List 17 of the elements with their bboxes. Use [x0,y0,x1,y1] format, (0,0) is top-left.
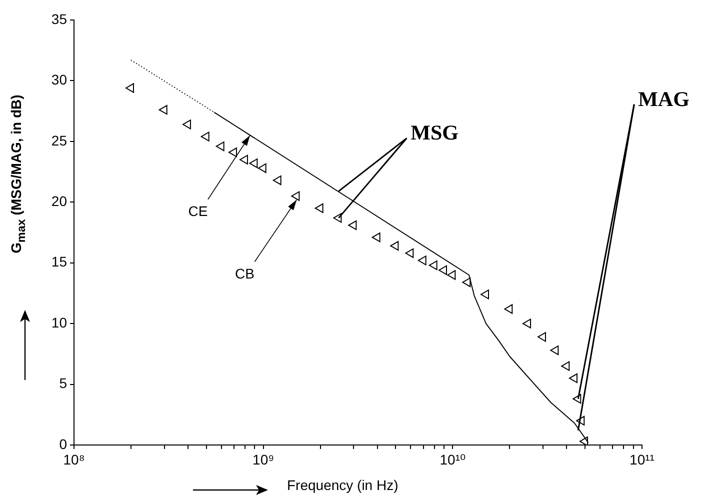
x-tick-label: 10¹⁰ [440,451,466,468]
annotation: CB [234,266,254,282]
y-tick-label: 30 [51,72,68,88]
x-axis-title: Frequency (in Hz) [287,477,398,493]
y-tick-label: 35 [51,10,68,27]
y-tick-label: 25 [51,132,68,148]
y-tick-label: 0 [59,436,68,452]
annotation: MAG [638,86,690,111]
x-tick-label: 10⁹ [252,451,274,468]
x-tick-label: 10¹¹ [630,451,655,468]
y-tick-label: 5 [59,375,68,392]
y-tick-label: 15 [51,254,68,270]
annotation: MSG [410,120,459,145]
x-tick-label: 10⁸ [63,451,85,468]
y-tick-label: 20 [51,193,68,209]
y-tick-label: 10 [51,314,68,330]
annotation: CE [188,203,208,220]
